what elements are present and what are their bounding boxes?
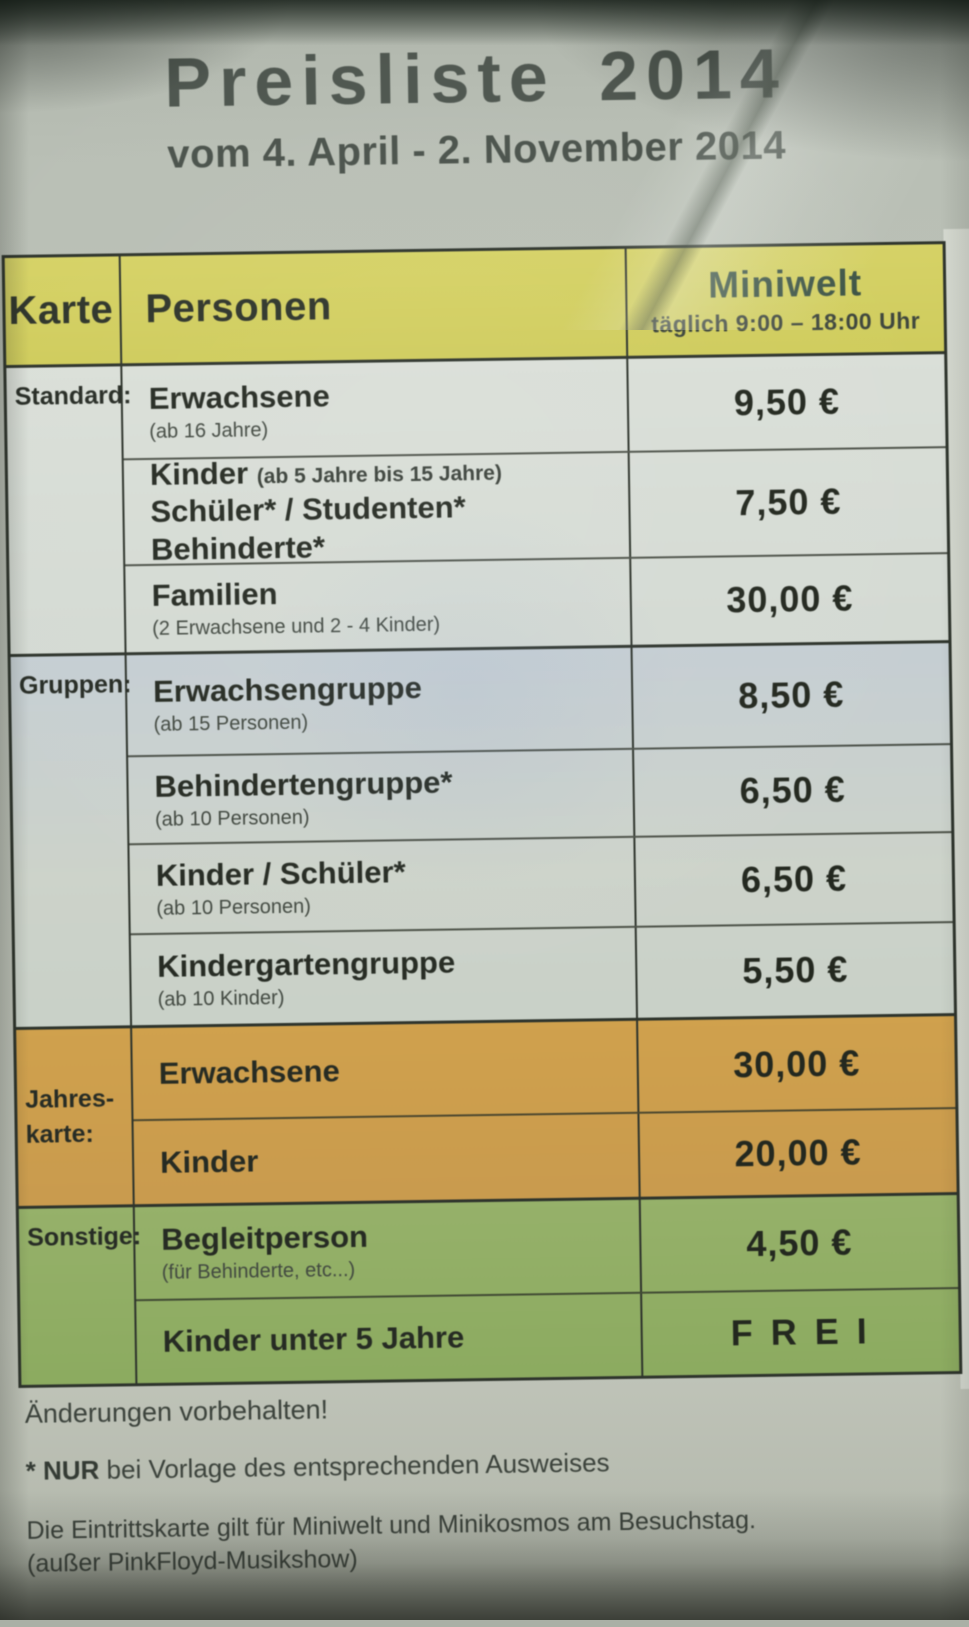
person-cell: Erwachsengruppe (ab 15 Personen) bbox=[127, 648, 632, 755]
category-label-jahreskarte: Jahres- karte: bbox=[16, 1028, 135, 1206]
row-name-note: (ab 5 Jahre bis 15 Jahre) bbox=[256, 461, 503, 489]
person-cell: Familien (2 Erwachsene und 2 - 4 Kinder) bbox=[125, 559, 630, 652]
row-subtitle: (ab 10 Kinder) bbox=[157, 986, 285, 1011]
table-row: Kinder / Schüler* (ab 10 Personen) 6,50 … bbox=[129, 831, 953, 934]
person-cell: Behindertengruppe* (ab 10 Personen) bbox=[128, 750, 633, 843]
column-header-karte: Karte bbox=[4, 256, 123, 366]
price-value: 4,50 € bbox=[638, 1195, 959, 1292]
person-cell: Erwachsene bbox=[132, 1021, 637, 1119]
price-value: 7,50 € bbox=[627, 448, 948, 557]
section-rows: Erwachsene 30,00 € Kinder 20,00 € bbox=[132, 1016, 957, 1205]
section-rows: Begleitperson (für Behinderte, etc...) 4… bbox=[135, 1195, 960, 1384]
person-cell: Begleitperson (für Behinderte, etc...) bbox=[135, 1200, 640, 1299]
section-rows: Erwachsengruppe (ab 15 Personen) 8,50 € … bbox=[127, 643, 954, 1026]
person-cell: Erwachsene (ab 16 Jahre) bbox=[122, 359, 627, 458]
table-row: Erwachsene 30,00 € bbox=[132, 1016, 956, 1119]
price-value: 20,00 € bbox=[637, 1109, 957, 1197]
table-row: Kinder unter 5 Jahre F R E I bbox=[136, 1287, 960, 1384]
price-value: 8,50 € bbox=[630, 643, 950, 748]
row-name: Kinder unter 5 Jahre bbox=[162, 1319, 465, 1360]
category-label-standard: Standard: bbox=[6, 366, 132, 655]
row-name: Kindergartengruppe bbox=[156, 944, 456, 985]
price-value: 30,00 € bbox=[629, 554, 949, 645]
person-cell: Kinder (ab 5 Jahre bis 15 Jahre) Schüler… bbox=[124, 453, 629, 567]
section-jahreskarte: Jahres- karte: Erwachsene 30,00 € Kinder… bbox=[16, 1013, 957, 1206]
column-header-miniwelt: Miniwelt täglich 9:00 – 18:00 Uhr bbox=[624, 244, 945, 356]
person-cell: Kinder unter 5 Jahre bbox=[136, 1294, 641, 1383]
section-rows: Erwachsene (ab 16 Jahre) 9,50 € Kinder (… bbox=[122, 354, 949, 653]
footnote-changes-reserved: Änderungen vorbehalten! bbox=[24, 1394, 329, 1429]
row-name: Behindertengruppe* bbox=[154, 764, 453, 805]
table-row: Begleitperson (für Behinderte, etc...) 4… bbox=[135, 1195, 959, 1299]
miniwelt-label: Miniwelt bbox=[707, 262, 863, 306]
table-row: Familien (2 Erwachsene und 2 - 4 Kinder)… bbox=[125, 552, 949, 653]
price-value: 6,50 € bbox=[632, 745, 952, 836]
table-header-row: Karte Personen Miniwelt täglich 9:00 – 1… bbox=[4, 244, 945, 369]
page-subtitle: vom 4. April - 2. November 2014 bbox=[166, 123, 787, 177]
person-cell: Kindergartengruppe (ab 10 Kinder) bbox=[131, 928, 636, 1025]
title-block: Preisliste 2014 vom 4. April - 2. Novemb… bbox=[0, 0, 961, 180]
table-row: Erwachsengruppe (ab 15 Personen) 8,50 € bbox=[127, 643, 950, 755]
price-value: F R E I bbox=[640, 1289, 960, 1376]
row-subtitle: (ab 10 Personen) bbox=[154, 806, 310, 831]
person-cell: Kinder bbox=[134, 1114, 639, 1204]
table-row: Kinder (ab 5 Jahre bis 15 Jahre) Schüler… bbox=[123, 446, 948, 567]
row-name: Erwachsene bbox=[148, 378, 330, 417]
category-label-gruppen: Gruppen: bbox=[10, 655, 133, 1027]
row-name: Kinder bbox=[159, 1143, 259, 1180]
price-value: 9,50 € bbox=[626, 354, 946, 451]
miniwelt-opening-hours: täglich 9:00 – 18:00 Uhr bbox=[651, 307, 921, 338]
footnote-id-required: * NUR bei Vorlage des entsprechenden Aus… bbox=[25, 1443, 925, 1487]
price-value: 30,00 € bbox=[636, 1016, 956, 1112]
table-row: Behindertengruppe* (ab 10 Personen) 6,50… bbox=[128, 743, 952, 844]
page-title: Preisliste 2014 bbox=[163, 34, 788, 122]
price-table: Karte Personen Miniwelt täglich 9:00 – 1… bbox=[1, 241, 963, 1388]
row-subtitle: (ab 15 Personen) bbox=[153, 711, 309, 736]
table-row: Erwachsene (ab 16 Jahre) 9,50 € bbox=[122, 354, 946, 458]
row-subtitle: (für Behinderte, etc...) bbox=[161, 1258, 356, 1284]
section-standard: Standard: Erwachsene (ab 16 Jahre) 9,50 … bbox=[6, 354, 949, 655]
row-subtitle: (2 Erwachsene und 2 - 4 Kinder) bbox=[152, 613, 441, 640]
footnotes: Änderungen vorbehalten! * NUR bei Vorlag… bbox=[25, 1386, 928, 1580]
category-label-sonstige: Sonstige: bbox=[18, 1207, 141, 1385]
table-row: Kindergartengruppe (ab 10 Kinder) 5,50 € bbox=[130, 921, 954, 1026]
table-row: Kinder 20,00 € bbox=[133, 1107, 957, 1205]
row-subtitle: (ab 16 Jahre) bbox=[149, 418, 269, 443]
row-subtitle: (ab 10 Personen) bbox=[156, 895, 312, 920]
row-name: Erwachsengruppe bbox=[152, 670, 423, 710]
footnote-asterisk-rest: bei Vorlage des entsprechenden Ausweises bbox=[99, 1447, 610, 1485]
price-value: 5,50 € bbox=[634, 923, 954, 1018]
person-cell: Kinder / Schüler* (ab 10 Personen) bbox=[129, 838, 634, 933]
footnote-asterisk-bold: * NUR bbox=[25, 1454, 100, 1486]
price-value: 6,50 € bbox=[633, 833, 953, 926]
row-name-main: Kinder bbox=[149, 455, 249, 493]
section-sonstige: Sonstige: Begleitperson (für Behinderte,… bbox=[18, 1192, 960, 1385]
row-name: Erwachsene bbox=[158, 1053, 340, 1091]
row-name: Begleitperson bbox=[161, 1219, 369, 1258]
row-name: Familien bbox=[151, 576, 278, 614]
column-header-personen: Personen bbox=[145, 284, 333, 331]
section-gruppen: Gruppen: Erwachsengruppe (ab 15 Personen… bbox=[10, 640, 954, 1027]
row-name: Kinder / Schüler* bbox=[155, 854, 406, 894]
